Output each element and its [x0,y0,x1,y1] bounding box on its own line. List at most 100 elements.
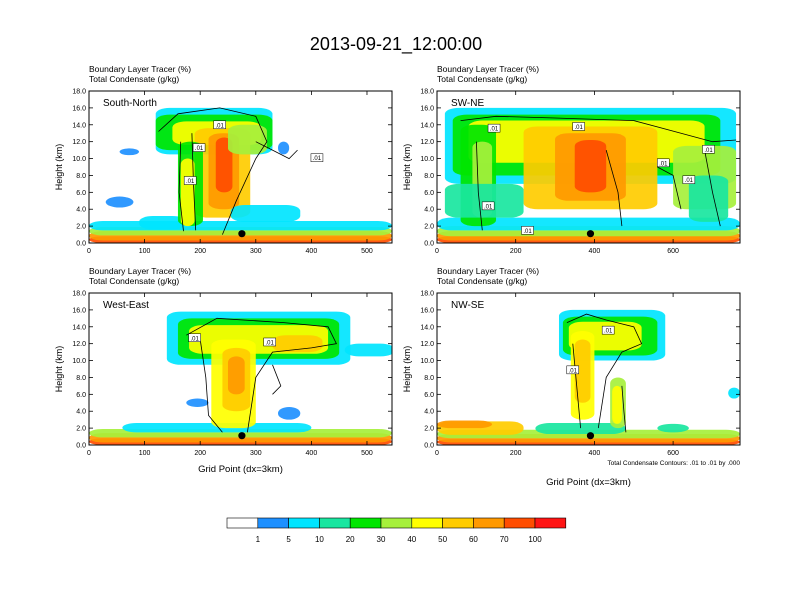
colorbar-swatch [380,517,413,529]
panel-header-line2: Total Condensate (g/kg) [437,276,527,286]
contour-label: .01 [523,229,532,235]
y-tick-label: 6.0 [76,392,86,399]
contour-label-box [192,143,206,152]
x-tick-label: 0 [435,248,439,255]
contour-label: .01 [190,336,199,342]
y-tick-label: 2.0 [424,224,434,231]
contour-label-box [188,333,201,343]
contour-label: .01 [574,125,583,131]
colorbar-label: 10 [315,535,324,544]
contour-label: .01 [490,127,499,133]
condensate-contour [178,141,184,232]
y-tick-label: 12.0 [72,341,86,348]
plot-frame [436,292,741,446]
x-tick-label: 200 [510,248,522,255]
tracer-fill-region [278,141,290,155]
site-marker [586,230,595,238]
y-tick-label: 4.0 [76,409,86,416]
y-tick-label: 12.0 [420,139,434,146]
contour-label: .01 [659,161,668,167]
colorbar-label: 20 [346,535,355,544]
x-tick-label: 100 [139,450,151,457]
tracer-fill-region [230,205,301,222]
condensate-contour [199,339,223,433]
y-axis-label: Height (km) [402,346,412,393]
contour-label: .01 [685,178,694,184]
y-tick-label: 4.0 [424,409,434,416]
chart-panel-2: Boundary Layer Tracer (%)Total Condensat… [402,64,741,255]
panel-header-line2: Total Condensate (g/kg) [89,276,179,286]
chart-panel-3: Boundary Layer Tracer (%)Total Condensat… [54,266,393,475]
colorbar-swatch [442,517,474,529]
colorbar-label: 5 [286,535,291,544]
panel-label: South-North [103,98,157,109]
panel-header-line1: Boundary Layer Tracer (%) [437,266,539,276]
condensate-contour [704,150,721,227]
x-tick-label: 200 [194,248,206,255]
plot-frame [88,292,393,446]
y-axis-label: Height (km) [402,144,412,191]
x-axis-label: Grid Point (dx=3km) [198,464,283,475]
y-tick-label: 16.0 [72,307,86,314]
colorbar-label: 1 [256,535,261,544]
y-tick-label: 12.0 [72,139,86,146]
y-tick-label: 14.0 [420,324,434,331]
colorbar: 1 5 10 20 30 40 50 60 70 100 [226,517,567,544]
y-tick-label: 16.0 [420,105,434,112]
condensate-contour [158,107,268,235]
colorbar-label: 60 [469,535,478,544]
contour-note: Total Condensate Contours: .01 to .01 by… [607,460,740,467]
tracer-fill-region [89,221,392,231]
colorbar-label: 40 [407,535,416,544]
y-tick-label: 2.0 [76,224,86,231]
contour-label-box [263,337,276,347]
panel-label: West-East [103,300,149,311]
tracer-fill-region [612,385,622,424]
tracer-fill-region [105,196,134,208]
x-tick-label: 600 [667,248,679,255]
y-tick-label: 8.0 [424,173,434,180]
x-axis-label: Grid Point (dx=3km) [546,477,631,488]
condensate-contour [255,141,298,160]
chart-panel-4: Boundary Layer Tracer (%)Total Condensat… [402,266,741,488]
x-tick-label: 300 [250,248,262,255]
x-tick-label: 400 [306,248,318,255]
tracer-fill-region [139,215,187,230]
contour-label-box [566,365,580,375]
tracer-fill-region [344,343,392,357]
contour-label-box [601,325,615,335]
y-tick-label: 0.0 [424,443,434,450]
x-tick-label: 200 [194,450,206,457]
figure-title: 2013-09-21_12:00:00 [310,34,482,55]
tracer-fill-region [119,148,140,156]
y-tick-label: 14.0 [420,122,434,129]
colorbar-label: 50 [438,535,447,544]
y-tick-label: 10.0 [420,358,434,365]
tracer-fill-region [728,387,740,399]
contour-label: .01 [313,156,322,162]
colorbar-label: 30 [377,535,386,544]
contour-label-box [487,123,501,133]
panel-header-line1: Boundary Layer Tracer (%) [437,64,539,74]
condensate-contour [657,166,682,210]
colorbar-swatch [473,517,505,529]
x-tick-label: 400 [306,450,318,457]
plot-area [89,311,392,445]
tracer-fill-region [535,423,626,435]
condensate-contour [566,313,643,429]
colorbar-swatch [349,517,382,529]
contour-label-box [572,122,585,131]
y-tick-label: 10.0 [420,156,434,163]
condensate-contour [605,149,623,227]
x-tick-label: 500 [361,248,373,255]
y-tick-label: 4.0 [76,207,86,214]
y-tick-label: 8.0 [76,173,86,180]
y-tick-label: 0.0 [76,241,86,248]
x-tick-label: 400 [589,450,601,457]
y-tick-label: 6.0 [424,392,434,399]
tracer-fill-region [574,139,607,193]
x-tick-label: 0 [87,248,91,255]
site-marker [238,432,246,440]
y-tick-label: 6.0 [76,190,86,197]
y-tick-label: 10.0 [72,358,86,365]
